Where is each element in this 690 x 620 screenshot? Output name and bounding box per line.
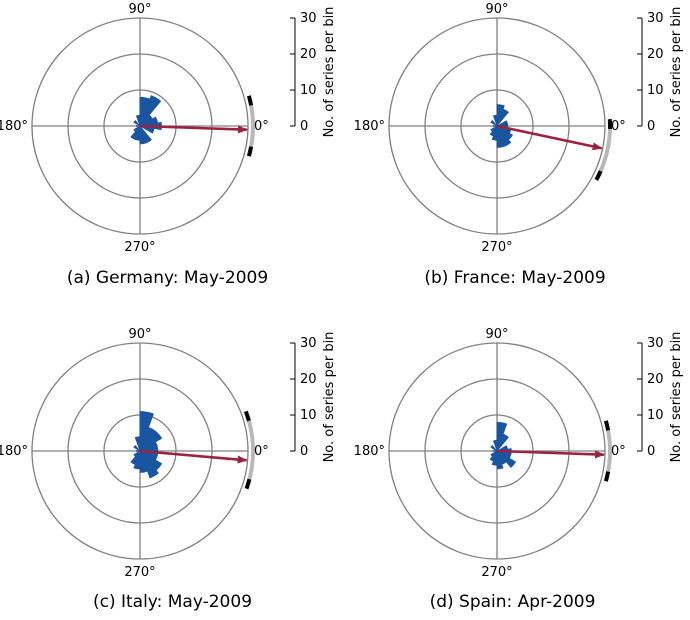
radial-axis-tick-label: 30 xyxy=(300,11,317,26)
caption-a: (a) Germany: May-2009 xyxy=(40,268,295,288)
confidence-arc xyxy=(598,126,610,177)
radial-axis-tick-label: 0 xyxy=(647,119,655,134)
radial-axis-tick-label: 10 xyxy=(300,83,317,98)
angle-label-90: 90° xyxy=(128,327,151,342)
angle-label-180: 180° xyxy=(354,444,385,459)
angle-label-90: 90° xyxy=(485,2,508,17)
angle-label-270: 270° xyxy=(124,240,155,255)
radial-axis-label: No. of series per bin xyxy=(322,332,337,463)
angle-label-270: 270° xyxy=(481,240,512,255)
radial-axis-tick-label: 20 xyxy=(300,47,317,62)
angle-label-180: 180° xyxy=(354,119,385,134)
radial-axis-tick-label: 30 xyxy=(300,336,317,351)
radial-axis-tick-label: 20 xyxy=(647,372,664,387)
angle-label-180: 180° xyxy=(0,119,28,134)
angle-label-0: 0° xyxy=(611,444,626,459)
radial-axis-tick-label: 10 xyxy=(647,83,664,98)
radial-axis-tick-label: 10 xyxy=(300,408,317,423)
radial-axis-tick-label: 20 xyxy=(647,47,664,62)
confidence-arc-endcap xyxy=(247,479,250,488)
radial-axis-tick-label: 30 xyxy=(647,336,664,351)
angle-label-0: 0° xyxy=(254,119,269,134)
confidence-arc-endcap xyxy=(606,421,608,431)
radial-axis-label: No. of series per bin xyxy=(669,7,684,138)
confidence-arc-endcap xyxy=(246,411,249,420)
angle-label-90: 90° xyxy=(128,2,151,17)
angle-label-180: 180° xyxy=(0,444,28,459)
confidence-arc-endcap xyxy=(606,472,608,482)
angle-label-0: 0° xyxy=(254,444,269,459)
confidence-arc-endcap xyxy=(596,171,600,180)
radial-axis-label: No. of series per bin xyxy=(669,332,684,463)
confidence-arc xyxy=(607,428,610,479)
radial-axis-tick-label: 10 xyxy=(647,408,664,423)
confidence-arc-endcap xyxy=(249,147,251,157)
caption-d: (d) Spain: Apr-2009 xyxy=(405,592,620,612)
caption-c: (c) Italy: May-2009 xyxy=(60,592,285,612)
radial-axis-tick-label: 30 xyxy=(647,11,664,26)
caption-b: (b) France: May-2009 xyxy=(405,268,625,288)
confidence-arc-endcap xyxy=(249,96,251,106)
radial-axis-label: No. of series per bin xyxy=(322,7,337,138)
radial-axis-tick-label: 20 xyxy=(300,372,317,387)
angle-label-0: 0° xyxy=(611,119,626,134)
angle-label-270: 270° xyxy=(481,565,512,580)
angle-label-270: 270° xyxy=(124,565,155,580)
radial-axis-tick-label: 0 xyxy=(300,444,308,459)
radial-axis-tick-label: 0 xyxy=(647,444,655,459)
confidence-arc xyxy=(250,103,253,154)
mean-direction-arrow xyxy=(497,126,602,148)
radial-axis-tick-label: 0 xyxy=(300,119,308,134)
angle-label-90: 90° xyxy=(485,327,508,342)
